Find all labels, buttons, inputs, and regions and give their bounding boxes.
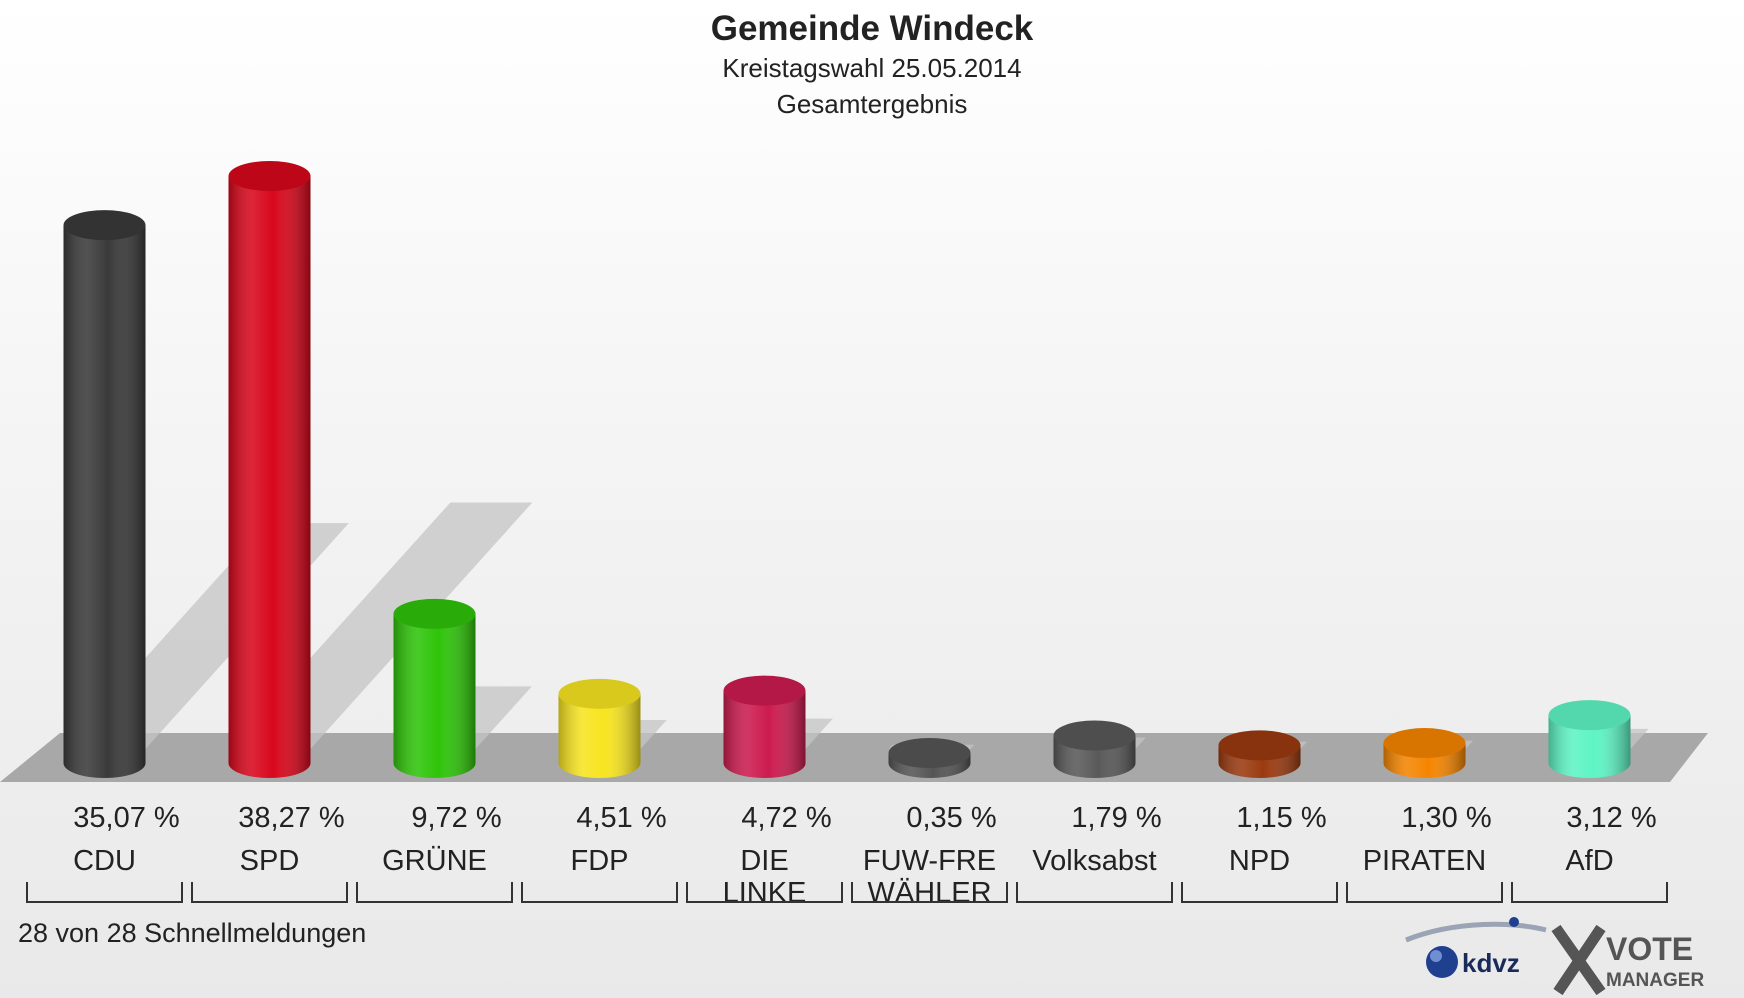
- bar-cap: [1053, 720, 1136, 751]
- title-block: Gemeinde Windeck Kreistagswahl 25.05.201…: [0, 8, 1744, 122]
- bar: [228, 161, 311, 778]
- bar-cap: [228, 161, 311, 191]
- category-label: FUW-FRE: [863, 845, 996, 877]
- bar-shading: [1548, 715, 1631, 778]
- bar: [63, 210, 146, 779]
- chart-subtitle-result: Gesamtergebnis: [776, 89, 968, 119]
- value-labels-group: 35,07 % 38,27 % 9,72 % 4,51 % 4,72 % 0,35 % 1,…: [73, 802, 1656, 834]
- value-label: 35,07 %: [73, 802, 179, 834]
- bar: [1053, 720, 1136, 778]
- bar-shading: [393, 613, 476, 778]
- category-label: SPD: [240, 845, 300, 877]
- kdvz-logo: kdvz: [1405, 917, 1547, 978]
- bar-cap: [393, 598, 476, 629]
- chart-subtitle-election: Kreistagswahl 25.05.2014: [722, 53, 1022, 83]
- category-label: PIRATEN: [1363, 845, 1487, 877]
- value-label: 0,35 %: [906, 802, 996, 834]
- bar-cap: [723, 675, 806, 706]
- value-label: 4,72 %: [741, 802, 831, 834]
- bar: [723, 675, 806, 778]
- category-bracket: [1346, 882, 1503, 903]
- chart-title: Gemeinde Windeck: [710, 9, 1034, 48]
- footer-note: 28 von 28 Schnellmeldungen: [18, 918, 367, 948]
- bar: [393, 598, 476, 778]
- category-label: AfD: [1565, 845, 1613, 877]
- category-label: LINKE: [723, 877, 807, 909]
- bar-shading: [63, 225, 146, 779]
- category-label: GRÜNE: [382, 845, 487, 877]
- logo-area: kdvz VOTE MANAGER: [1405, 917, 1704, 996]
- bar-cap: [1218, 730, 1301, 761]
- category-label: FDP: [571, 845, 629, 877]
- kdvz-text: kdvz: [1462, 948, 1520, 978]
- bar: [1548, 700, 1631, 778]
- category-bracket: [851, 882, 1008, 903]
- bars-group: [63, 161, 1631, 779]
- category-bracket: [1181, 882, 1338, 903]
- category-bracket: [356, 882, 513, 903]
- value-label: 9,72 %: [411, 802, 501, 834]
- bar-cap: [888, 738, 971, 768]
- manager-text: MANAGER: [1606, 970, 1704, 991]
- value-label: 38,27 %: [238, 802, 344, 834]
- bar-cap: [558, 678, 641, 709]
- category-bracket: [26, 882, 183, 903]
- value-label: 1,15 %: [1236, 802, 1326, 834]
- bar-shading: [558, 693, 641, 778]
- bar-shading: [723, 690, 806, 778]
- category-label: CDU: [73, 845, 136, 877]
- value-label: 1,30 %: [1401, 802, 1491, 834]
- category-bracket: [1511, 882, 1668, 903]
- bar-shading: [228, 176, 311, 778]
- category-bracket: [686, 882, 843, 903]
- bar: [1218, 730, 1301, 778]
- value-label: 4,51 %: [576, 802, 666, 834]
- bar: [558, 678, 641, 778]
- bar-cap: [1548, 700, 1631, 731]
- bar: [1383, 728, 1466, 778]
- category-bracket: [1016, 882, 1173, 903]
- bar-cap: [1383, 728, 1466, 759]
- value-label: 3,12 %: [1566, 802, 1656, 834]
- category-label: NPD: [1229, 845, 1290, 877]
- category-bracket: [521, 882, 678, 903]
- category-bracket: [191, 882, 348, 903]
- bar: [888, 738, 971, 778]
- vote-text: VOTE: [1606, 931, 1693, 967]
- category-label: DIE: [740, 845, 788, 877]
- category-brackets: [26, 882, 1668, 903]
- vote-manager-logo: VOTE MANAGER: [1551, 924, 1704, 996]
- category-label: Volksabst: [1032, 845, 1156, 877]
- category-label: WÄHLER: [867, 877, 991, 909]
- value-label: 1,79 %: [1071, 802, 1161, 834]
- bar-cap: [63, 210, 146, 241]
